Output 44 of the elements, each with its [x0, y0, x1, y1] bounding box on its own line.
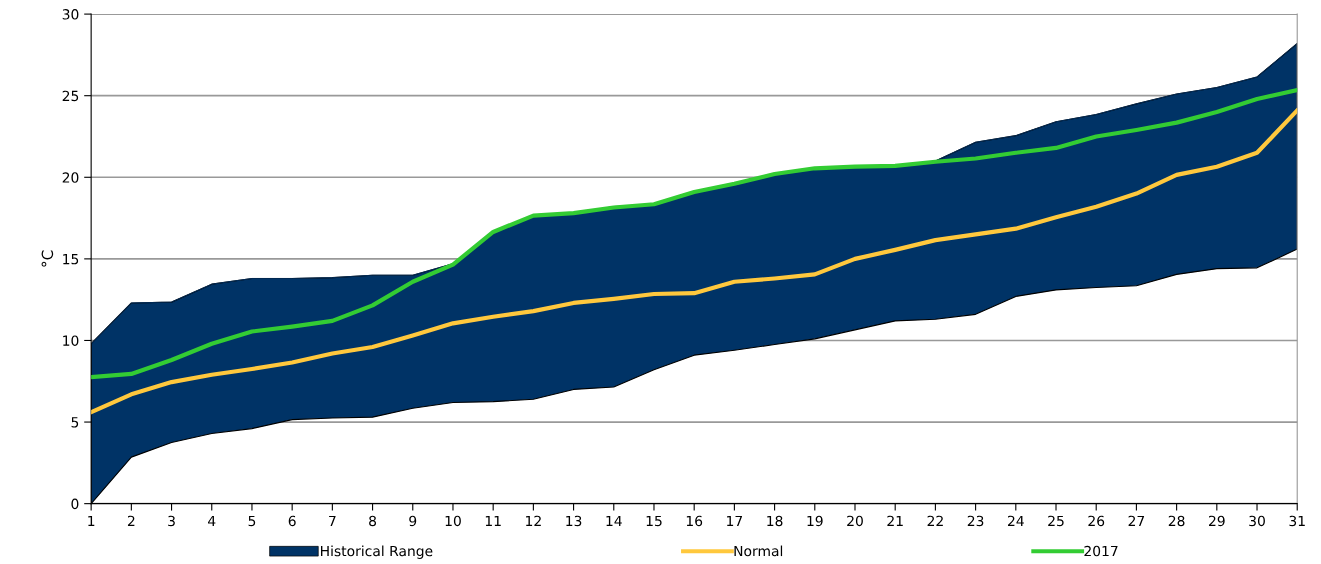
x-tick-label: 18	[767, 515, 783, 527]
x-tick-label: 5	[248, 515, 256, 527]
x-tick-label: 26	[1088, 515, 1105, 527]
x-tick-label: 13	[566, 515, 582, 527]
x-tick-label: 28	[1168, 515, 1185, 527]
line-series	[91, 108, 1298, 415]
x-tick-label: 12	[526, 515, 541, 527]
x-tick-label: 23	[967, 515, 984, 527]
y-tick-label: 20	[62, 172, 79, 183]
y-tick-label: 10	[63, 335, 79, 346]
y-tick-label: 0	[71, 498, 79, 510]
legend-label: 2017	[1084, 545, 1118, 557]
legend-label: Normal	[734, 545, 783, 557]
x-tick-label: 2	[127, 515, 135, 527]
x-tick-label: 30	[1249, 515, 1265, 527]
y-tick-label: 5	[71, 417, 79, 428]
x-tick-label: 25	[1048, 515, 1064, 527]
x-tick-label: 17	[727, 515, 743, 527]
x-tick-label: 29	[1209, 515, 1225, 527]
x-tick-label: 4	[208, 515, 216, 527]
x-tick-label: 6	[288, 515, 296, 527]
x-tick-label: 31	[1289, 515, 1305, 527]
line-series	[91, 87, 1298, 380]
x-tick-label: 15	[646, 515, 662, 527]
x-tick-label: 16	[686, 515, 703, 527]
x-tick-label: 3	[168, 515, 175, 527]
x-tick-label: 24	[1007, 515, 1024, 527]
x-tick-label: 19	[807, 515, 823, 527]
x-tick-label: 9	[409, 515, 417, 527]
x-tick-label: 8	[369, 515, 377, 527]
x-tick-label: 22	[927, 515, 943, 527]
y-tick-label: 15	[63, 254, 79, 265]
legend-label: Historical Range	[321, 545, 433, 559]
x-tick-label: 20	[847, 515, 863, 527]
x-tick-label: 7	[329, 515, 336, 527]
x-tick-label: 27	[1128, 515, 1145, 527]
x-tick-label: 1	[88, 515, 95, 527]
x-tick-label: 10	[445, 515, 461, 527]
y-tick-label: 30	[62, 9, 79, 20]
x-tick-label: 21	[887, 515, 903, 527]
y-axis-title: °C	[41, 250, 54, 267]
x-tick-label: 11	[485, 515, 501, 527]
y-tick-label: 25	[62, 90, 79, 102]
x-tick-label: 14	[606, 515, 622, 527]
